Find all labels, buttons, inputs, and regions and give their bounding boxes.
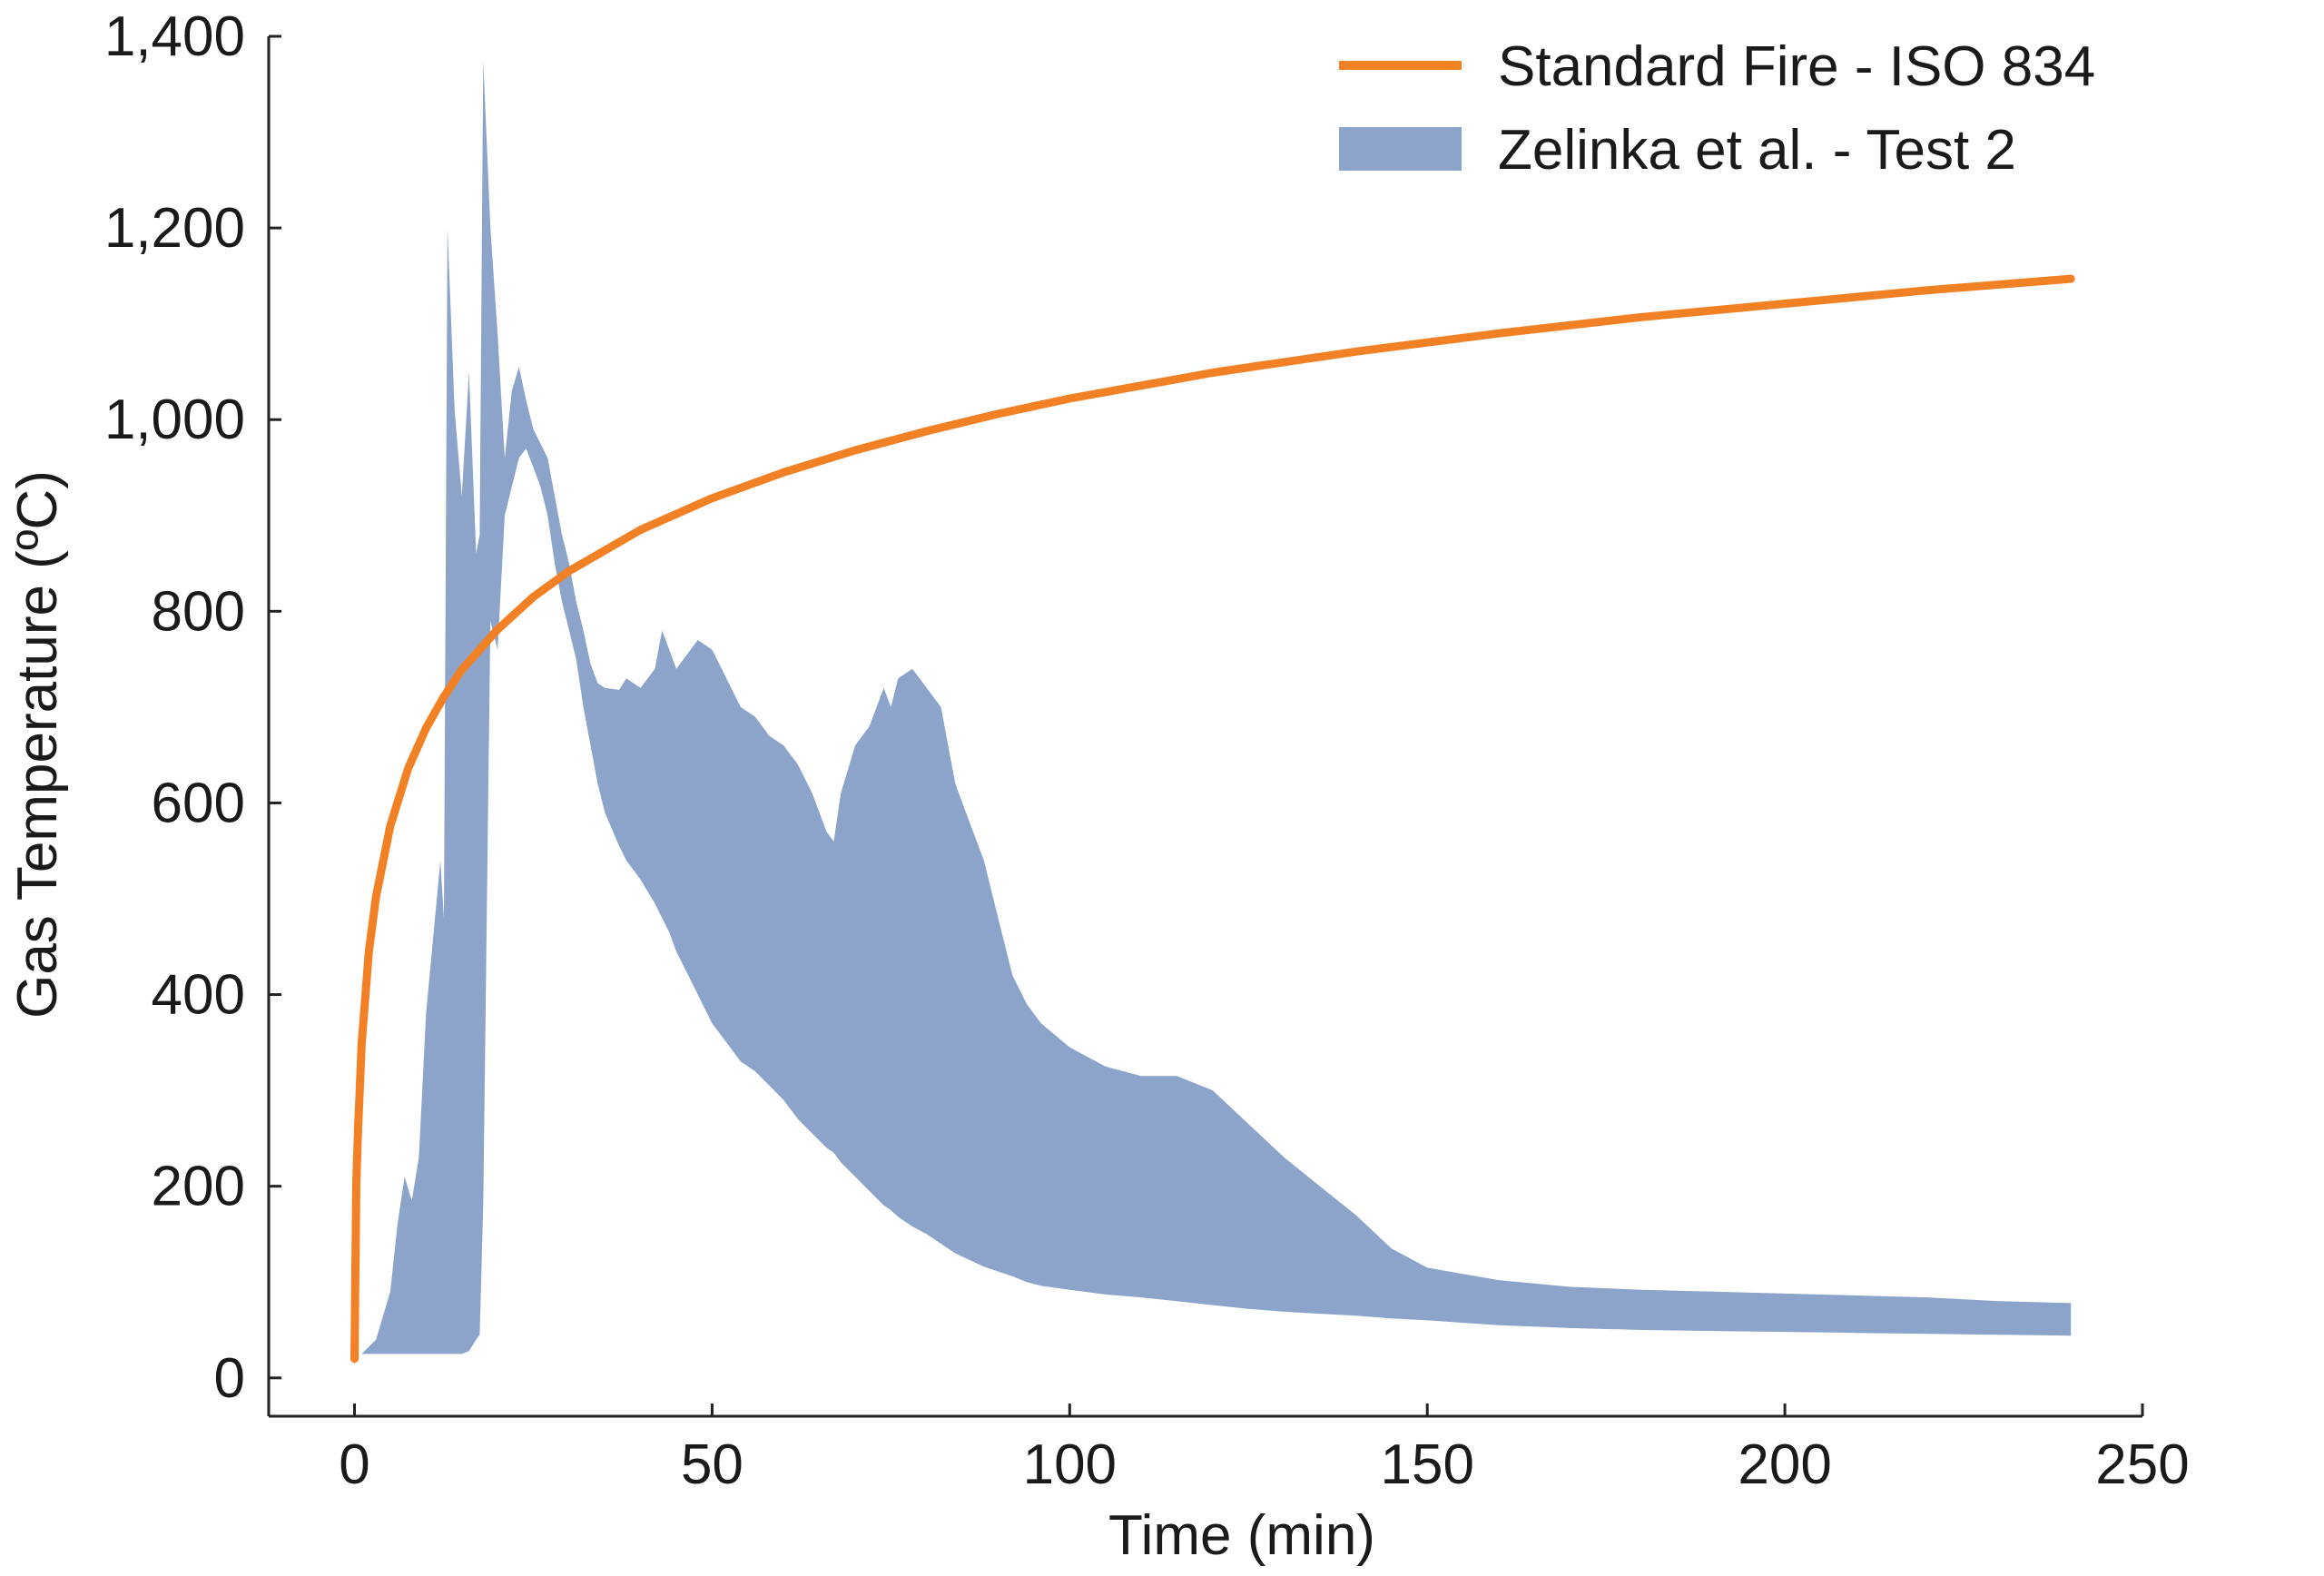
x-axis-title: Time (min): [1108, 1504, 1375, 1567]
y-axis-title: Gas Temperature (ºC): [6, 470, 69, 1019]
x-ticks: 0 50 100 150 200 250: [339, 1404, 2190, 1496]
y-tick-label: 0: [214, 1347, 245, 1410]
x-tick-label: 150: [1380, 1433, 1473, 1496]
legend: Standard Fire - ISO 834 Zelinka et al. -…: [1339, 35, 2095, 182]
legend-label-iso-834: Standard Fire - ISO 834: [1498, 35, 2095, 98]
series-band-zelinka-test-2: [361, 60, 2072, 1354]
y-ticks: 0 200 400 600 800 1,000 1,200 1,400: [104, 5, 281, 1410]
x-tick-label: 50: [681, 1433, 743, 1496]
legend-label-zelinka-test-2: Zelinka et al. - Test 2: [1498, 119, 2016, 182]
series-line-iso-834: [350, 274, 2075, 1364]
y-tick-label: 1,000: [104, 389, 245, 451]
y-tick-label: 1,200: [104, 197, 245, 260]
y-tick-label: 600: [152, 772, 245, 834]
plot-area: [350, 60, 2075, 1364]
x-tick-label: 200: [1738, 1433, 1831, 1496]
x-tick-label: 250: [2095, 1433, 2189, 1496]
y-tick-label: 1,400: [104, 5, 245, 68]
y-tick-label: 400: [152, 964, 245, 1027]
y-tick-label: 800: [152, 580, 245, 643]
legend-swatch-zelinka-test-2: [1339, 127, 1462, 171]
axes: 0 50 100 150 200 250 0 200 400 600 800 1,000 1,200 1…: [104, 5, 2190, 1496]
x-tick-label: 0: [339, 1433, 369, 1496]
x-tick-label: 100: [1023, 1433, 1117, 1496]
y-tick-label: 200: [152, 1156, 245, 1218]
